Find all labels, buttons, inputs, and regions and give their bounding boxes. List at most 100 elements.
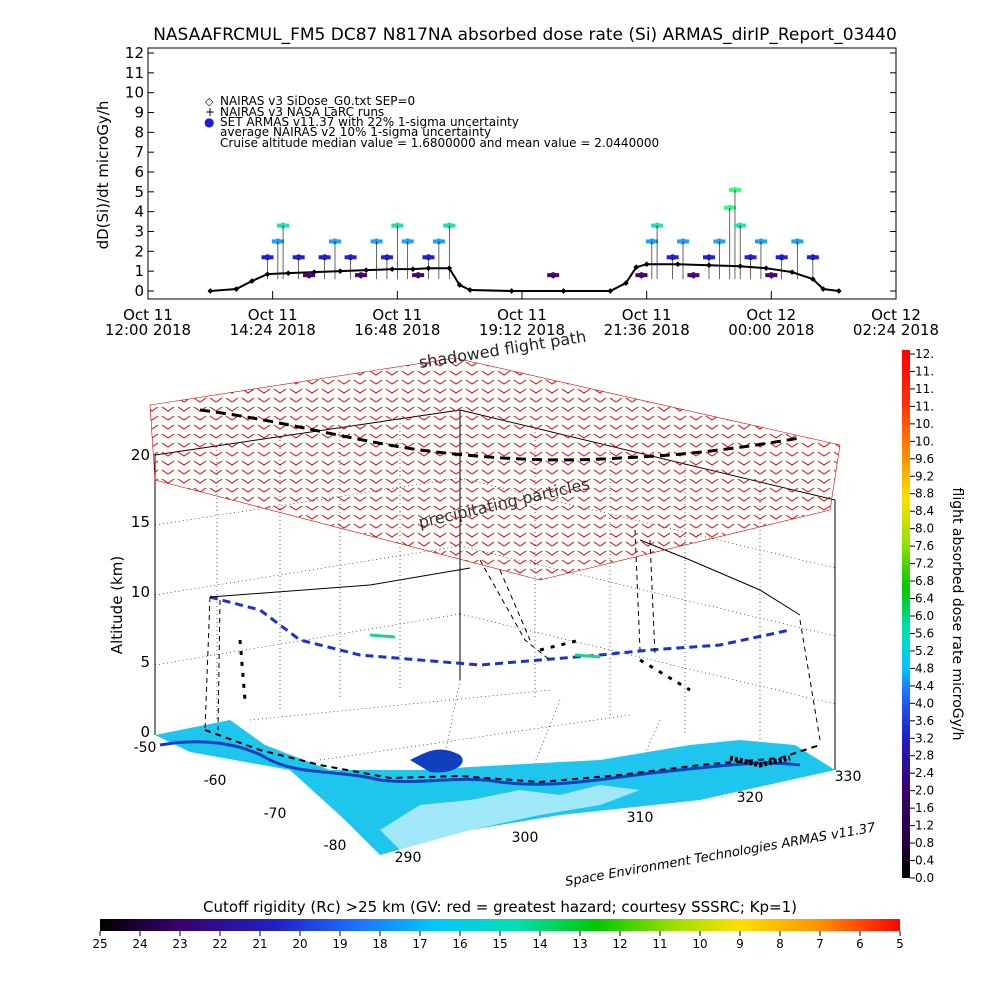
particle-surface-flight-shadow <box>199 408 801 462</box>
rigidity-tick-label: 10 <box>692 937 707 951</box>
legend-label-cruise-stats: Cruise altitude median value = 1.6800000… <box>220 136 659 150</box>
rigidity-tick-label: 8 <box>776 937 784 951</box>
legend-symbol-plus: + <box>205 105 215 119</box>
rigidity-tick-label: 13 <box>572 937 587 951</box>
x-tick-time: 00:00 2018 <box>728 321 814 339</box>
model-series-line <box>210 263 839 292</box>
x-tick-day: Oct 11 <box>622 306 672 324</box>
rigidity-tick-label: 21 <box>252 937 267 951</box>
y-tick-label: 12 <box>125 44 144 62</box>
colorbar-tick-label: 10. <box>915 417 934 431</box>
model-point <box>389 266 395 273</box>
rigidity-tick-label: 20 <box>292 937 307 951</box>
x-tick-day: Oct 12 <box>871 306 921 324</box>
colorbar-tick-label: 3.2 <box>915 731 934 745</box>
y-tick-label: 7 <box>134 143 144 161</box>
dose-rate-colorbar-gradient <box>902 350 910 878</box>
altitude-ticks: 0 5 10 15 20 <box>131 446 150 741</box>
flight-track-vertical-left <box>204 596 221 731</box>
lat-tick-70: -70 <box>264 806 287 822</box>
legend-entry-set-armas: ● SET ARMAS v11.37 with 22% 1-sigma unce… <box>204 115 519 129</box>
cutoff-rigidity-colorbar: Cutoff rigidity (Rc) >25 km (GV: red = g… <box>92 898 903 951</box>
colorbar-tick-label: 6.8 <box>915 574 934 588</box>
flight-track-ground-dense <box>729 755 791 768</box>
colorbar-tick-label: 0.8 <box>915 836 934 850</box>
y-tick-label: 0 <box>134 282 144 300</box>
colorbar-tick-label: 2.4 <box>915 766 934 780</box>
rigidity-tick-label: 9 <box>736 937 744 951</box>
model-point <box>789 269 795 275</box>
altitude-tick-15: 15 <box>131 513 150 531</box>
y-tick-label: 11 <box>125 64 144 82</box>
altitude-tick-5: 5 <box>140 653 150 671</box>
rigidity-tick-label: 17 <box>412 937 427 951</box>
colorbar-tick-label: 2.0 <box>915 784 934 798</box>
rigidity-tick-label: 11 <box>652 937 667 951</box>
rigidity-tick-label: 14 <box>532 937 547 951</box>
y-tick-label: 1 <box>134 262 144 280</box>
particle-arrow-field <box>149 357 841 581</box>
y-tick-label: 9 <box>134 104 144 122</box>
rigidity-tick-label: 6 <box>856 937 864 951</box>
model-point <box>607 288 614 294</box>
ocean-surface <box>155 720 835 855</box>
legend-entry-nairas-larc: + NAIRAS v3 NASA LaRC runs <box>205 105 384 119</box>
x-tick-day: Oct 11 <box>248 306 298 324</box>
colorbar-tick-label: 7.2 <box>915 557 934 571</box>
lat-tick-80: -80 <box>324 838 347 854</box>
x-tick-time: 12:00 2018 <box>105 321 191 339</box>
lon-tick-290: 290 <box>395 850 422 866</box>
colorbar-tick-label: 10. <box>915 434 934 448</box>
x-tick-time: 19:12 2018 <box>479 321 565 339</box>
legend-label-nairas-larc: NAIRAS v3 NASA LaRC runs <box>220 105 384 119</box>
colorbar-tick-label: 8.8 <box>915 487 934 501</box>
lat-tick-60: -60 <box>204 773 227 789</box>
y-tick-label: 8 <box>134 123 144 141</box>
altitude-tick-10: 10 <box>131 583 150 601</box>
colorbar-tick-label: 11. <box>915 382 934 396</box>
colorbar-tick-label: 5.2 <box>915 644 934 658</box>
colorbar-tick-label: 7.6 <box>915 539 934 553</box>
model-point <box>560 288 567 294</box>
colorbar-tick-label: 1.6 <box>915 801 934 815</box>
legend-label-nairas-sidose: NAIRAS v3 SiDose_G0.txt SEP=0 <box>220 94 415 108</box>
coastline-antarctica <box>159 740 801 786</box>
model-point <box>820 286 827 292</box>
model-point <box>623 280 629 286</box>
colorbar-tick-label: 8.4 <box>915 504 934 518</box>
longitude-ticks: 290 300 310 320 330 <box>395 769 862 866</box>
model-point <box>337 268 344 274</box>
model-point <box>763 265 769 272</box>
x-tick-time: 14:24 2018 <box>230 321 316 339</box>
x-tick-time: 16:48 2018 <box>354 321 440 339</box>
rigidity-tick-label: 12 <box>612 937 627 951</box>
dose-rate-y-axis-label: dD(Si)/dt microGy/h <box>94 101 112 250</box>
cutoff-rigidity-label: Cutoff rigidity (Rc) >25 km (GV: red = g… <box>203 898 797 916</box>
model-point <box>363 267 369 274</box>
map-floor <box>155 720 835 855</box>
model-point <box>633 264 640 271</box>
y-tick-label: 4 <box>134 203 144 221</box>
dose-rate-colorbar-ticks: 0.0 0.4 0.8 1.2 1.6 2.0 2.4 2.8 3.2 3.6 4.0 4.4 4.8 5… <box>910 347 934 885</box>
rigidity-tick-label: 7 <box>816 937 824 951</box>
flight-path-3d <box>204 529 821 784</box>
lon-tick-310: 310 <box>627 810 654 826</box>
flight-3d-panel: 0 5 10 15 20 Altitude (km) -50 -60 -70 -… <box>108 327 877 890</box>
y-tick-label: 5 <box>134 183 144 201</box>
colorbar-tick-label: 2.8 <box>915 749 934 763</box>
altitude-axis-label: Altitude (km) <box>108 556 126 654</box>
colorbar-tick-label: 5.6 <box>915 626 934 640</box>
precipitating-particles-surface <box>149 357 841 581</box>
rigidity-tick-label: 24 <box>132 937 147 951</box>
colorbar-tick-label: 6.0 <box>915 609 934 623</box>
rigidity-tick-label: 25 <box>92 937 107 951</box>
x-tick-day: Oct 11 <box>497 306 547 324</box>
model-point <box>249 278 255 284</box>
cutoff-rigidity-gradient <box>100 919 900 931</box>
rigidity-tick-label: 16 <box>452 937 467 951</box>
legend-label-nairas-v2: average NAIRAS v2 10% 1-sigma uncertaint… <box>220 125 491 139</box>
model-point <box>285 270 292 276</box>
y-tick-label: 6 <box>134 163 144 181</box>
